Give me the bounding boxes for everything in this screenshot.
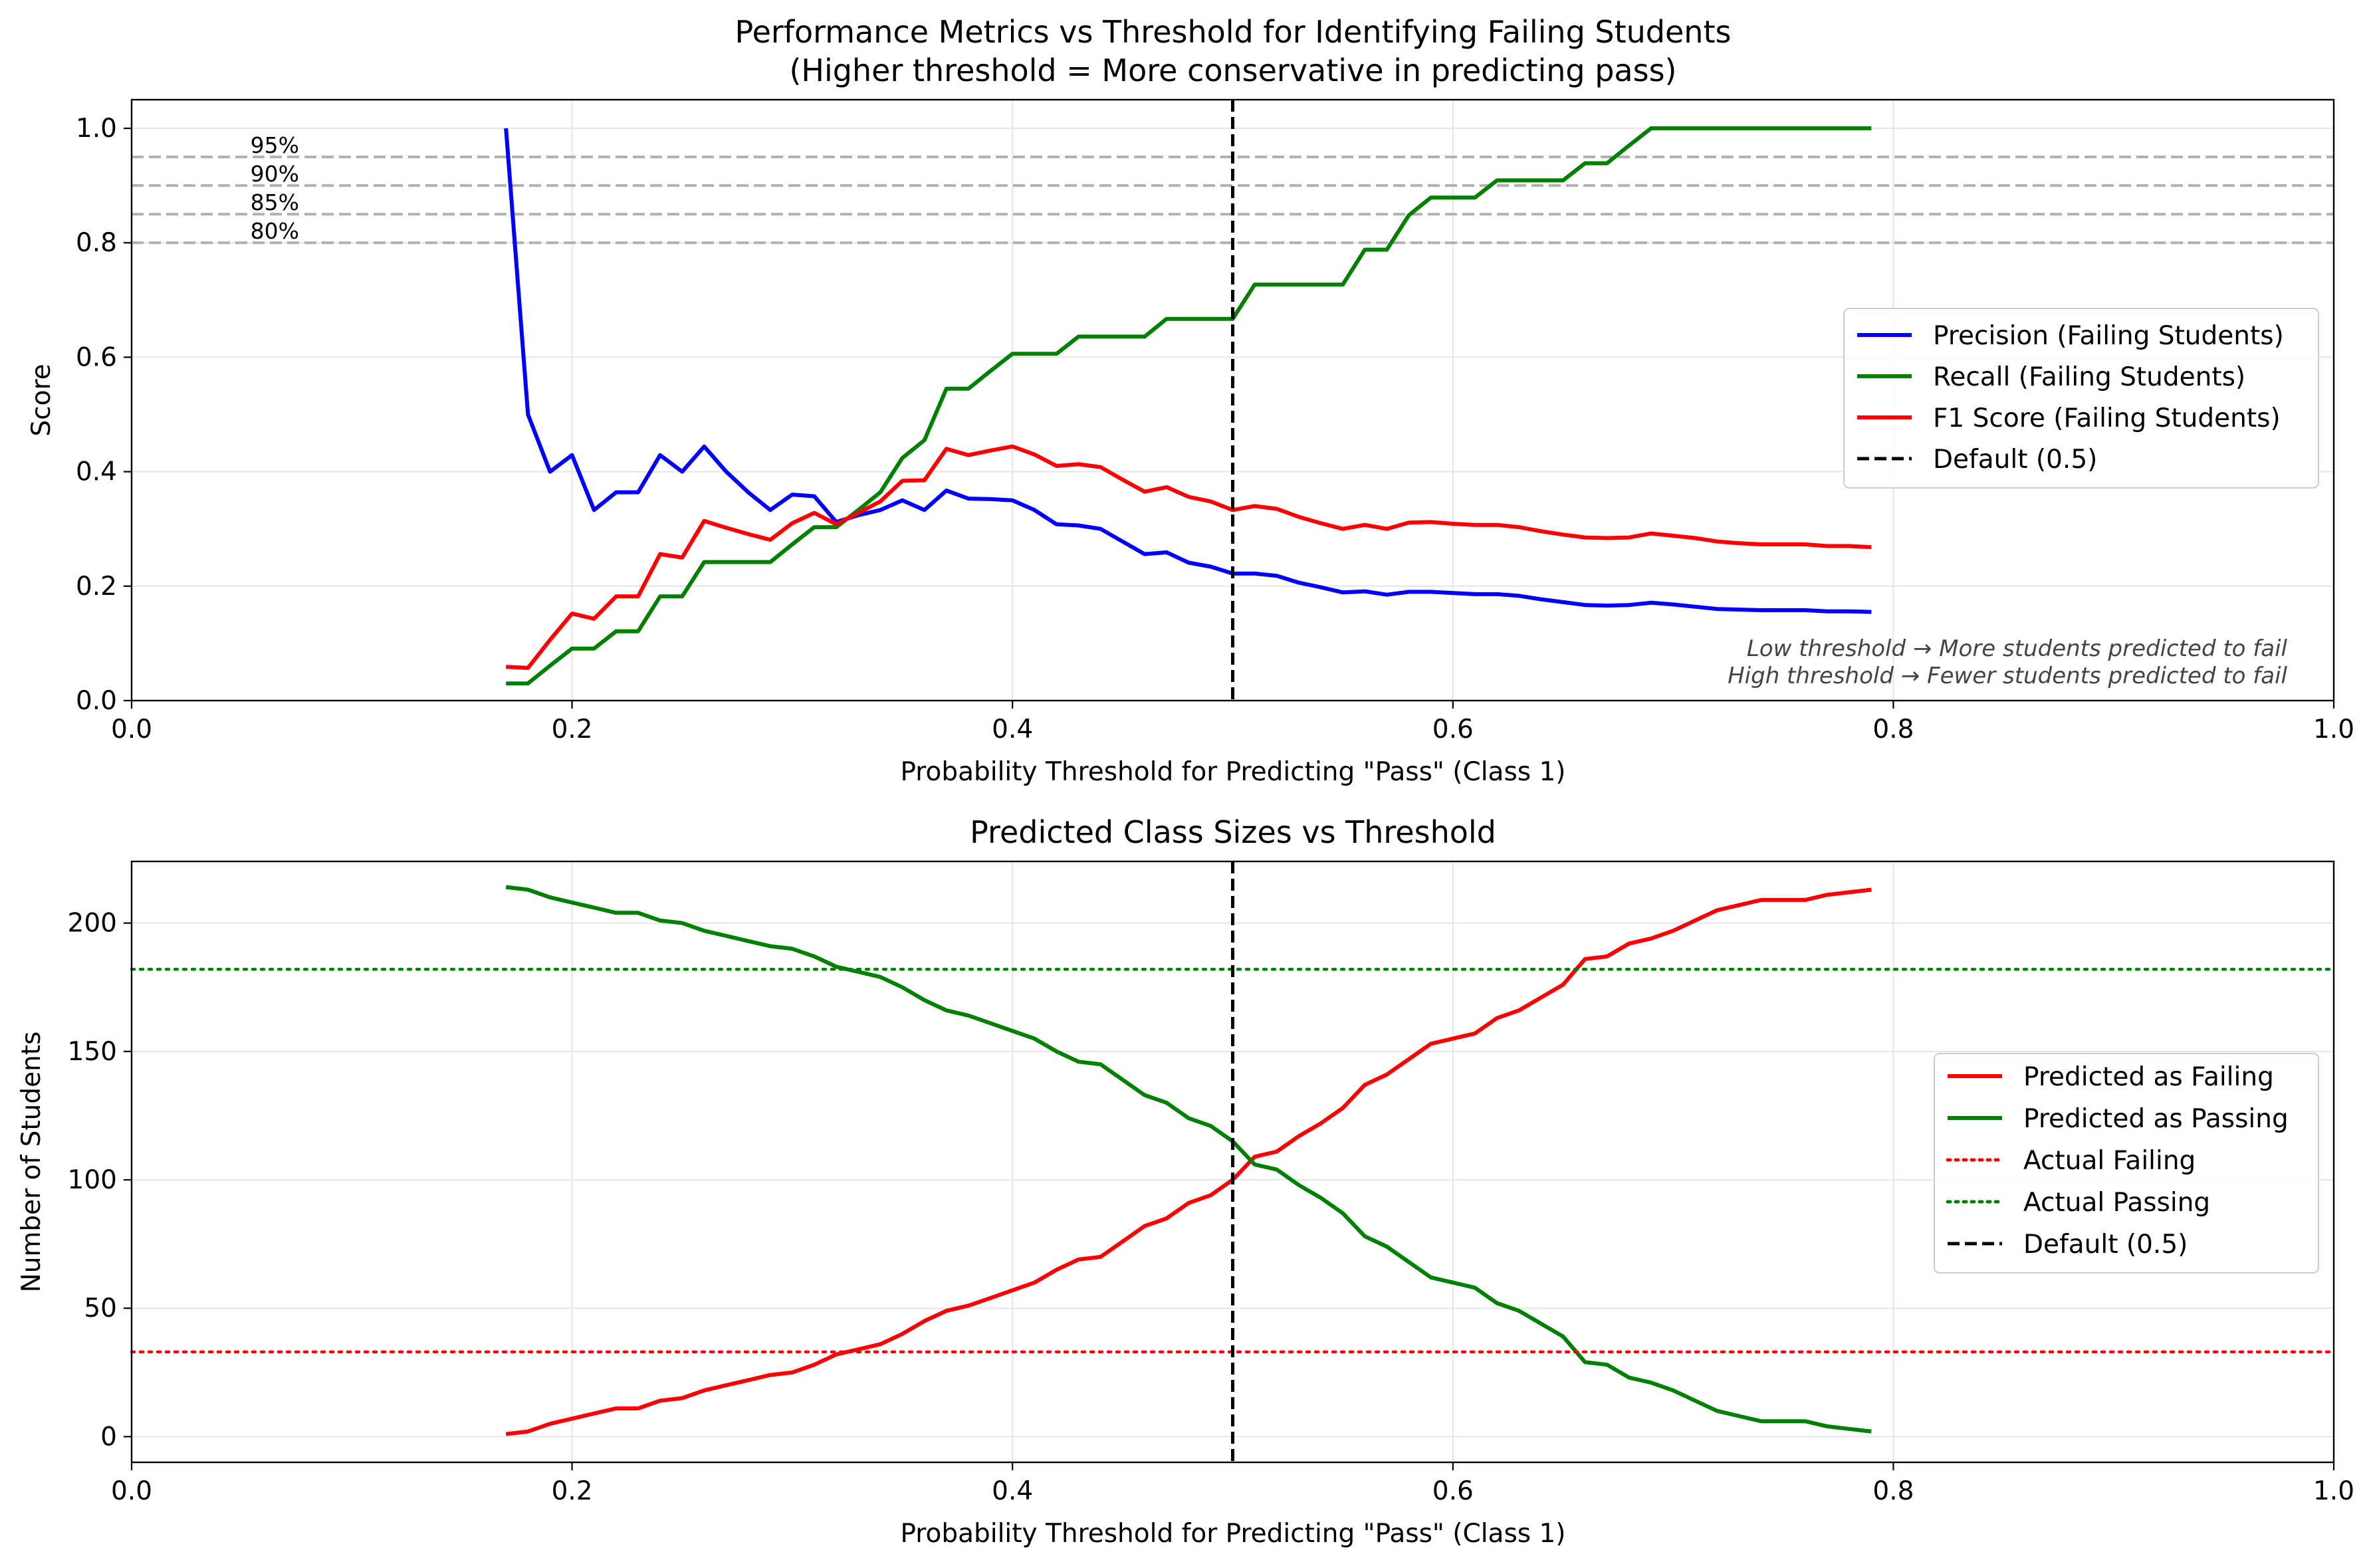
y-tick-label: 0.0 (76, 686, 117, 716)
chart1-y-axis-label: Score (27, 364, 56, 436)
y-tick-label: 0.6 (76, 342, 117, 372)
chart1-x-ticks: 0.0 0.2 0.4 0.6 0.8 1.0 (111, 701, 2354, 744)
x-tick-label: 1.0 (2313, 715, 2354, 744)
chart2-y-axis-label: Number of Students (17, 1032, 47, 1293)
reference-label-85pct: 85% (251, 189, 299, 215)
series-line-recall-failing-students (506, 126, 1872, 686)
series-line-predicted-as-passing (505, 885, 1872, 1434)
metrics-chart: Performance Metrics vs Threshold for Ide… (27, 14, 2354, 787)
x-tick-label: 0.2 (552, 1476, 593, 1506)
chart2-legend-box (1934, 1053, 2319, 1274)
chart2-y-ticks: 0 50 100 150 200 (68, 909, 132, 1452)
chart2-legend: Predicted as Failing Predicted as Passin… (1934, 1053, 2319, 1274)
series-line-f1-score-failing-students (506, 444, 1872, 670)
y-tick-label: 50 (84, 1293, 117, 1323)
reference-label-95pct: 95% (251, 132, 299, 158)
chart1-reference-lines: 95% 90%85% 80% (132, 132, 2334, 245)
chart1-title: Performance Metrics vs Threshold for Ide… (735, 14, 1732, 50)
chart2-series (130, 861, 2336, 1462)
chart2-x-ticks: 0.0 0.2 0.4 0.6 0.8 1.0 (111, 1462, 2354, 1506)
legend-actual-passing-label: Actual Passing (2023, 1188, 2210, 1218)
legend-default-label-2: Default (0.5) (2023, 1230, 2188, 1260)
y-tick-label: 150 (68, 1037, 117, 1067)
chart1-y-ticks: 0.0 0.2 0.4 0.6 0.8 1.0 (76, 114, 132, 716)
x-tick-label: 0.2 (552, 715, 593, 744)
legend-pred-passing-label: Predicted as Passing (2023, 1104, 2289, 1134)
chart1-subtitle: (Higher threshold = More conservative in… (789, 53, 1676, 88)
x-tick-label: 0.0 (111, 715, 152, 744)
x-tick-label: 0.6 (1432, 715, 1474, 744)
annotation-low-threshold: Low threshold → More students predicted … (1747, 635, 2288, 662)
y-tick-label: 0.4 (76, 457, 117, 487)
legend-pred-failing-label: Predicted as Failing (2023, 1062, 2274, 1092)
x-tick-label: 0.6 (1432, 1476, 1474, 1506)
chart1-legend: Precision (Failing Students) Recall (Fai… (1843, 308, 2319, 489)
legend-f1-label: F1 Score (Failing Students) (1933, 403, 2281, 433)
series-line-precision-failing-students (504, 128, 1872, 614)
x-tick-label: 0.4 (992, 715, 1033, 744)
class-sizes-chart: Predicted Class Sizes vs Threshold 0.0 0.… (17, 814, 2354, 1549)
y-tick-label: 100 (68, 1165, 117, 1195)
x-tick-label: 1.0 (2313, 1476, 2354, 1506)
x-tick-label: 0.8 (1872, 715, 1914, 744)
y-tick-label: 200 (68, 909, 117, 939)
x-tick-label: 0.0 (111, 1476, 152, 1506)
chart2-axes-frame (130, 860, 2335, 1464)
chart2-x-axis-label: Probability Threshold for Predicting "Pa… (900, 1519, 1565, 1549)
chart1-legend-box (1843, 308, 2319, 489)
reference-label-80pct: 80% (251, 218, 299, 244)
chart1-series (504, 100, 1872, 701)
y-tick-label: 1.0 (76, 114, 117, 144)
legend-recall-label: Recall (Failing Students) (1933, 362, 2245, 392)
annotation-high-threshold: High threshold → Fewer students predicte… (1728, 663, 2287, 689)
chart1-axes-frame (130, 98, 2335, 702)
x-tick-label: 0.8 (1872, 1476, 1914, 1506)
y-tick-label: 0.8 (76, 228, 117, 258)
legend-actual-failing-label: Actual Failing (2023, 1146, 2196, 1176)
legend-default-label: Default (0.5) (1933, 445, 2097, 475)
reference-label-90pct: 90% (251, 161, 299, 187)
y-tick-label: 0.2 (76, 572, 117, 602)
x-tick-label: 0.4 (992, 1476, 1033, 1506)
legend-precision-label: Precision (Failing Students) (1933, 321, 2284, 351)
series-line-predicted-as-failing (505, 887, 1872, 1436)
chart2-title: Predicted Class Sizes vs Threshold (970, 814, 1496, 850)
y-tick-label: 0 (100, 1422, 117, 1452)
chart1-x-axis-label: Probability Threshold for Predicting "Pa… (900, 757, 1565, 787)
